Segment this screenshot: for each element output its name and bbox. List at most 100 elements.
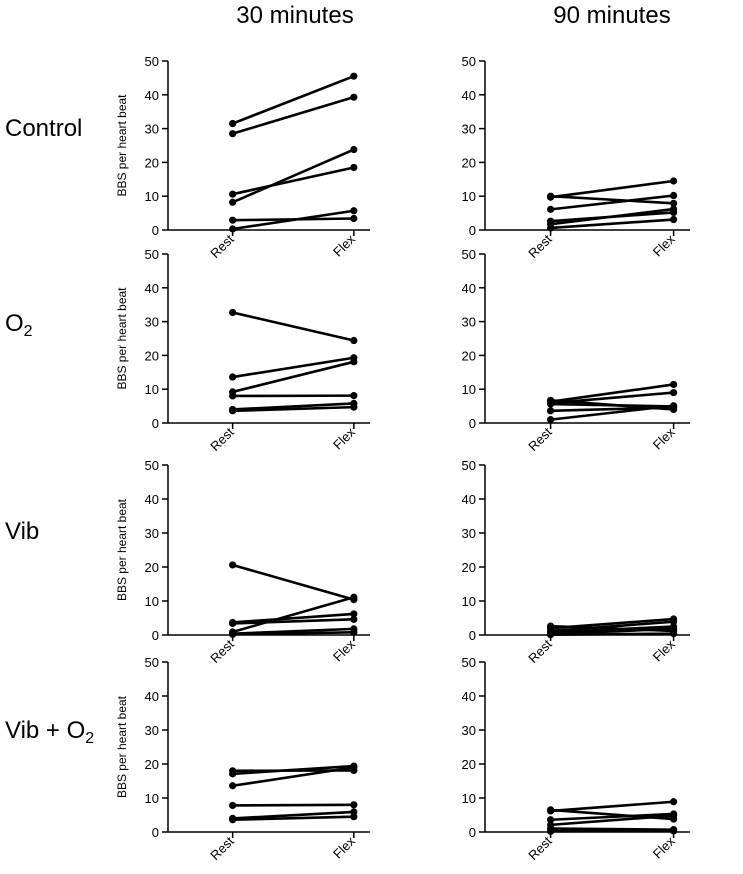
series-line-1 (232, 74, 355, 125)
series-line-2 (232, 95, 355, 135)
series-line-5 (550, 827, 674, 831)
row-label-subscript: 2 (85, 730, 95, 747)
data-point-rest-1 (229, 119, 237, 128)
row-label-text: O (5, 310, 24, 337)
y-tick-label: 40 (462, 281, 476, 296)
y-tick-label: 20 (462, 348, 476, 363)
data-point-flex-2 (350, 610, 358, 618)
data-point-rest-4 (547, 400, 555, 408)
y-tick-label: 10 (145, 189, 159, 204)
row-label-text: Vib + O (5, 717, 86, 744)
series-line-5 (232, 810, 354, 820)
data-point-flex-5 (350, 214, 358, 223)
series-line-2 (550, 800, 674, 813)
data-point-rest-3 (229, 190, 237, 198)
series-line-6 (232, 209, 355, 231)
series-line-2 (550, 617, 674, 630)
row-label-text: Vib (5, 518, 40, 545)
series-line-5 (550, 207, 674, 226)
data-point-rest-2 (229, 373, 237, 381)
y-tick-label: 50 (145, 247, 159, 262)
data-point-rest-2 (229, 130, 237, 138)
y-tick-label: 30 (145, 122, 159, 137)
y-tick-label: 0 (469, 223, 476, 238)
data-point-rest-5 (229, 216, 237, 224)
data-point-rest-3 (547, 816, 555, 824)
data-point-flex-6 (350, 813, 358, 821)
y-tick-label: 30 (462, 122, 476, 137)
series-line-1 (232, 311, 355, 342)
y-tick-label: 40 (145, 492, 159, 507)
data-point-flex-3 (350, 358, 358, 366)
y-tick-label: 50 (145, 655, 159, 670)
series-line-2 (550, 383, 674, 403)
data-point-flex-4 (350, 801, 358, 809)
data-point-rest-3 (229, 782, 237, 790)
data-point-rest-6 (229, 225, 237, 233)
y-tick-label: 0 (469, 628, 476, 643)
data-point-rest-2 (547, 807, 555, 815)
y-tick-label: 10 (462, 791, 476, 806)
data-point-rest-3 (547, 205, 555, 213)
y-tick-label: 50 (145, 458, 159, 473)
y-tick-label: 30 (145, 723, 159, 738)
data-point-flex-3 (350, 763, 358, 772)
y-tick-label: 10 (462, 382, 476, 397)
y-tick-label: 20 (145, 757, 159, 772)
data-point-rest-6 (229, 407, 237, 415)
data-point-flex-1 (670, 199, 678, 207)
series-line-2 (232, 356, 355, 379)
y-tick-label: 0 (152, 223, 159, 238)
series-line-3 (232, 360, 355, 394)
data-point-flex-6 (670, 215, 678, 224)
data-point-flex-4 (350, 392, 358, 400)
series-line-6 (232, 815, 354, 822)
column-title-90-minutes: 90 minutes (553, 2, 671, 29)
y-tick-label: 0 (152, 825, 159, 840)
y-tick-label: 50 (462, 54, 476, 69)
y-tick-label: 50 (462, 247, 476, 262)
y-tick-label: 10 (145, 594, 159, 609)
y-axis-label: BBS per heart beat (115, 287, 129, 390)
data-point-flex-1 (350, 72, 358, 80)
y-axis-label: BBS per heart beat (115, 94, 129, 197)
series-line-6 (550, 218, 674, 230)
data-point-rest-1 (229, 308, 237, 317)
row-label-text: Control (5, 115, 83, 142)
y-tick-label: 0 (152, 416, 159, 431)
data-point-flex-4 (350, 145, 358, 154)
data-point-flex-1 (350, 336, 358, 345)
y-tick-label: 0 (469, 416, 476, 431)
data-point-rest-4 (229, 392, 237, 400)
series-line-4 (232, 596, 355, 634)
y-axis-label: BBS per heart beat (115, 695, 129, 798)
y-tick-label: 10 (145, 382, 159, 397)
data-point-rest-6 (229, 816, 237, 824)
data-point-rest-2 (229, 770, 237, 778)
data-point-flex-6 (350, 403, 358, 411)
y-axis-label: BBS per heart beat (115, 498, 129, 601)
row-label-subscript: 2 (23, 323, 33, 340)
series-line-2 (232, 612, 354, 624)
series-line-6 (550, 404, 674, 421)
y-tick-label: 20 (462, 155, 476, 170)
row-label-control: Control (5, 115, 82, 146)
y-tick-label: 30 (462, 315, 476, 330)
data-point-rest-6 (547, 416, 555, 424)
series-line-6 (232, 630, 354, 636)
row-label-o2: O2 (5, 310, 33, 341)
data-point-flex-6 (350, 207, 358, 215)
column-title-30-minutes: 30 minutes (236, 2, 354, 29)
y-tick-label: 20 (145, 560, 159, 575)
data-point-flex-3 (350, 615, 358, 623)
y-tick-label: 0 (152, 628, 159, 643)
series-line-6 (550, 632, 674, 636)
data-point-flex-4 (350, 593, 358, 601)
data-point-rest-6 (547, 224, 555, 232)
data-point-rest-6 (229, 630, 237, 638)
data-point-flex-3 (670, 191, 678, 200)
